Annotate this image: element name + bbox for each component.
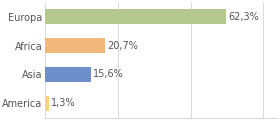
Text: 1,3%: 1,3% <box>51 98 76 108</box>
Text: 20,7%: 20,7% <box>108 41 139 51</box>
Bar <box>45 96 49 111</box>
Text: 15,6%: 15,6% <box>93 69 123 79</box>
Bar <box>45 38 105 53</box>
Bar <box>45 67 90 82</box>
Text: 62,3%: 62,3% <box>229 12 260 22</box>
Bar <box>45 9 227 24</box>
